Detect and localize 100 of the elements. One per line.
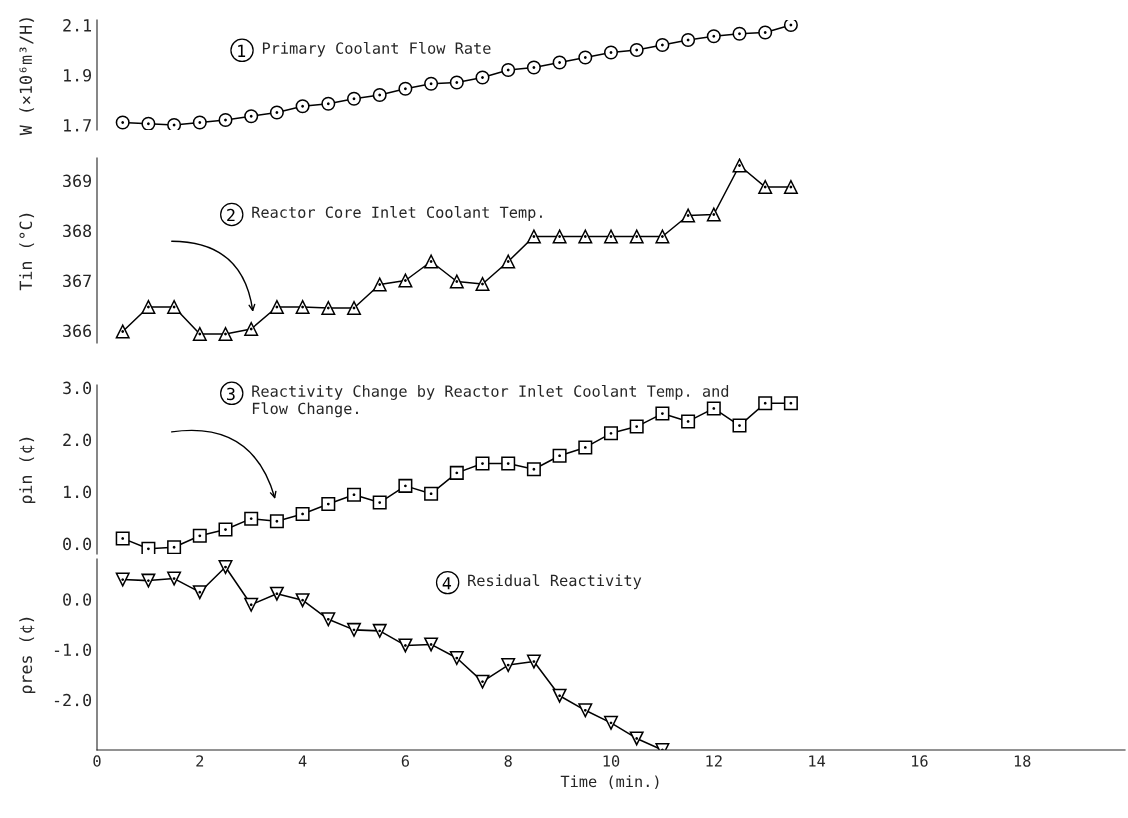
x-tick-label: 6 [401, 755, 410, 767]
annotation: Primary Coolant Flow Rate [262, 42, 491, 57]
point [655, 37, 670, 53]
point [398, 81, 413, 96]
point [706, 401, 721, 416]
point [475, 70, 490, 85]
point [244, 109, 259, 124]
point [244, 511, 259, 526]
point [141, 116, 156, 130]
point [732, 26, 747, 41]
point [552, 229, 567, 244]
point [758, 25, 773, 40]
point [526, 462, 541, 477]
x-tick-label: 16 [912, 755, 928, 767]
point [475, 276, 490, 292]
point [732, 418, 747, 433]
point [295, 506, 310, 521]
point [629, 229, 644, 244]
point [372, 623, 387, 638]
point [321, 300, 336, 316]
x-tick-label: 18 [1014, 755, 1031, 767]
point [192, 326, 207, 342]
point [269, 586, 284, 601]
point [552, 55, 567, 70]
point [681, 208, 696, 223]
y-tick-label: 0.0 [63, 537, 92, 551]
point [706, 29, 721, 44]
point [424, 486, 439, 501]
point [424, 76, 439, 91]
x-tick-label: 0 [93, 755, 101, 767]
point [244, 597, 259, 612]
point [424, 254, 439, 269]
y-tick-label: -2.0 [54, 693, 92, 707]
point [578, 229, 593, 244]
x-tick-label: 2 [196, 755, 204, 767]
point [603, 45, 619, 60]
point [269, 105, 284, 120]
point [321, 96, 336, 111]
point [398, 478, 413, 493]
point [115, 531, 130, 546]
point [346, 91, 362, 106]
point [115, 324, 130, 339]
point [526, 654, 541, 669]
y-axis-title: ρres (¢) [19, 617, 36, 694]
point [578, 440, 593, 455]
point [295, 593, 310, 608]
point [501, 254, 516, 269]
point [115, 572, 130, 587]
point [552, 448, 567, 463]
point [681, 414, 696, 429]
point [449, 651, 464, 666]
point [424, 637, 439, 652]
point [321, 612, 336, 627]
point [167, 571, 182, 586]
y-tick-label: 1.7 [64, 119, 91, 132]
point [526, 60, 541, 75]
point [655, 229, 670, 244]
point [449, 274, 464, 289]
point [629, 42, 644, 58]
y-tick-label: -1.0 [54, 643, 92, 657]
annotation: Reactor Core Inlet Coolant Temp. [252, 206, 542, 221]
point [706, 207, 721, 222]
point [321, 497, 336, 512]
y-axis-title: ρin (¢) [19, 437, 36, 504]
point [372, 87, 387, 103]
point [372, 495, 387, 510]
x-tick-label: 14 [809, 755, 826, 767]
x-tick-label: 10 [603, 755, 620, 767]
point [552, 688, 567, 703]
y-tick-label: 368 [63, 224, 92, 238]
y-axis-title: Tin (°C) [19, 213, 35, 291]
point [218, 326, 233, 342]
point [603, 229, 619, 244]
point [655, 406, 670, 421]
point [192, 115, 207, 130]
point [346, 487, 362, 502]
y-tick-label: 1.0 [64, 485, 92, 499]
point [603, 426, 619, 441]
point [732, 158, 747, 173]
point [218, 522, 233, 537]
point [372, 277, 387, 292]
point [167, 540, 182, 554]
point [192, 528, 207, 543]
point [295, 99, 310, 114]
y-tick-label: 1.9 [64, 69, 92, 82]
point [115, 115, 130, 130]
point [449, 75, 464, 90]
x-tick-label: 8 [504, 755, 512, 767]
point [141, 541, 156, 554]
x-axis-title: Time (min.) [560, 775, 659, 789]
y-tick-label: 2.1 [63, 19, 92, 32]
annotation: Residual Reactivity [468, 574, 642, 590]
y-tick-label: 369 [63, 174, 92, 188]
y-axis-title: W (×10⁶m³/H) [19, 18, 35, 136]
y-tick-label: 2.0 [63, 433, 92, 447]
point [398, 638, 413, 653]
y-tick-label: 3.0 [63, 381, 92, 395]
x-tick-label: 4 [298, 755, 307, 767]
point [449, 465, 464, 480]
point [295, 299, 310, 315]
